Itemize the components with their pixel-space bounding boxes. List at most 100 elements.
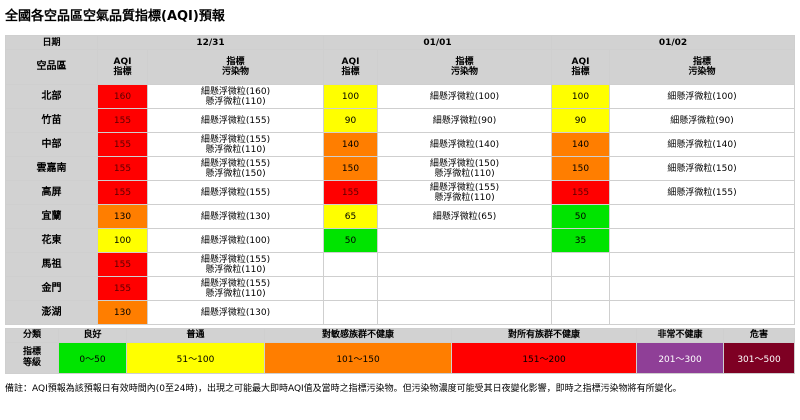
pollutant-cell	[609, 228, 795, 253]
pollutant-cell	[609, 276, 795, 301]
pollutant-cell: 細懸浮微粒(100)	[609, 84, 795, 109]
pollutant-cell: 細懸浮微粒(155) 懸浮微粒(110)	[377, 180, 552, 205]
aqi-value-cell	[551, 300, 610, 325]
aqi-value-cell: 100	[323, 84, 378, 109]
legend-level-name: 對敏感族群不健康	[264, 328, 452, 343]
aqi-value-cell: 90	[551, 108, 610, 133]
pollutant-text: 細懸浮微粒(160)	[200, 86, 271, 97]
pollutant-cell: 細懸浮微粒(155)	[147, 180, 324, 205]
region-name: 澎湖	[5, 300, 98, 325]
pollutant-cell: 細懸浮微粒(160) 懸浮微粒(110)	[147, 84, 324, 109]
pollutant-text: 細懸浮微粒(155)	[200, 134, 271, 145]
legend-category-label: 分類	[5, 328, 59, 343]
pollutant-cell: 細懸浮微粒(155) 懸浮微粒(110)	[147, 132, 324, 157]
legend-level-range: 0～50	[58, 342, 127, 374]
date-column-header: 01/01	[323, 35, 552, 50]
aqi-value-cell: 35	[551, 228, 610, 253]
legend-level-name: 普通	[126, 328, 265, 343]
aqi-value-cell: 155	[551, 180, 610, 205]
table-row: 竹苗 155 細懸浮微粒(155) 90 細懸浮微粒(90) 90 細懸浮微粒(90)	[5, 108, 795, 133]
table-row: 花東 100 細懸浮微粒(100) 50 35	[5, 228, 795, 253]
aqi-forecast-table: 日期 12/31 01/01 01/02 空品區 AQI 指標 指標 污染物 AQI 指標…	[5, 35, 795, 325]
legend-level-name: 良好	[58, 328, 127, 343]
pollutant-text: 細懸浮微粒(90)	[670, 115, 734, 126]
region-name: 高屏	[5, 180, 98, 205]
pollutant-column-header: 指標 污染物	[147, 49, 324, 85]
aqi-value-cell: 65	[323, 204, 378, 229]
table-row: 高屏 155 細懸浮微粒(155) 155 細懸浮微粒(155) 懸浮微粒(110) 155…	[5, 180, 795, 205]
aqi-value-cell: 130	[97, 300, 148, 325]
legend-level-label: 指標 等級	[5, 342, 59, 374]
aqi-value-cell: 155	[97, 108, 148, 133]
pollutant-cell: 細懸浮微粒(155) 懸浮微粒(150)	[147, 156, 324, 181]
pollutant-text: 細懸浮微粒(155)	[200, 158, 271, 169]
aqi-value-cell: 155	[97, 156, 148, 181]
pollutant-text: 細懸浮微粒(90)	[432, 115, 497, 126]
date-header: 日期	[5, 35, 98, 50]
pollutant-text: 細懸浮微粒(155)	[667, 187, 737, 198]
date-column-header: 01/02	[551, 35, 795, 50]
pollutant-cell: 細懸浮微粒(150) 懸浮微粒(110)	[377, 156, 552, 181]
legend-level-range: 301～500	[723, 342, 795, 374]
aqi-legend-table: 分類 良好 普通 對敏感族群不健康 對所有族群不健康 非常不健康 危害 指標 等級 0～50…	[5, 328, 795, 374]
pollutant-text: 細懸浮微粒(130)	[200, 307, 271, 318]
pollutant-cell: 細懸浮微粒(65)	[377, 204, 552, 229]
pollutant-text: 懸浮微粒(110)	[205, 96, 266, 107]
region-header: 空品區	[5, 49, 98, 85]
aqi-value-cell: 130	[97, 204, 148, 229]
region-name: 金門	[5, 276, 98, 301]
aqi-value-cell: 155	[97, 276, 148, 301]
page-title: 全國各空品區空氣品質指標(AQI)預報	[5, 9, 225, 24]
aqi-value-cell: 155	[323, 180, 378, 205]
legend-level-range: 201～300	[636, 342, 724, 374]
pollutant-cell: 細懸浮微粒(155)	[609, 180, 795, 205]
pollutant-cell: 細懸浮微粒(130)	[147, 300, 324, 325]
pollutant-text: 細懸浮微粒(155)	[200, 187, 271, 198]
region-name: 馬祖	[5, 252, 98, 277]
pollutant-cell: 細懸浮微粒(100)	[377, 84, 552, 109]
pollutant-cell	[377, 228, 552, 253]
table-row: 金門 155 細懸浮微粒(155) 懸浮微粒(110)	[5, 276, 795, 301]
aqi-value-cell: 50	[323, 228, 378, 253]
table-row: 中部 155 細懸浮微粒(155) 懸浮微粒(110) 140 細懸浮微粒(140) 140…	[5, 132, 795, 157]
region-name: 北部	[5, 84, 98, 109]
aqi-value-cell: 155	[97, 252, 148, 277]
table-row: 澎湖 130 細懸浮微粒(130)	[5, 300, 795, 325]
aqi-column-header: AQI 指標	[323, 49, 378, 85]
pollutant-cell: 細懸浮微粒(150)	[609, 156, 795, 181]
pollutant-text: 細懸浮微粒(140)	[667, 139, 737, 150]
pollutant-cell	[609, 300, 795, 325]
aqi-value-cell	[323, 300, 378, 325]
pollutant-cell: 細懸浮微粒(155) 懸浮微粒(110)	[147, 252, 324, 277]
region-name: 雲嘉南	[5, 156, 98, 181]
pollutant-cell: 細懸浮微粒(140)	[609, 132, 795, 157]
pollutant-text: 懸浮微粒(110)	[205, 144, 266, 155]
pollutant-text: 細懸浮微粒(100)	[429, 91, 500, 102]
pollutant-text: 細懸浮微粒(155)	[200, 115, 271, 126]
footnote: 備註：AQI預報為該預報日有效時間內(0至24時)，出現之可能最大即時AQI值及…	[5, 384, 682, 394]
date-column-header: 12/31	[97, 35, 324, 50]
pollutant-cell: 細懸浮微粒(100)	[147, 228, 324, 253]
pollutant-text: 細懸浮微粒(155)	[429, 182, 500, 193]
pollutant-text: 懸浮微粒(150)	[205, 168, 266, 179]
pollutant-text: 懸浮微粒(110)	[434, 168, 495, 179]
aqi-value-cell: 50	[551, 204, 610, 229]
table-row: 馬祖 155 細懸浮微粒(155) 懸浮微粒(110)	[5, 252, 795, 277]
pollutant-text: 懸浮微粒(110)	[205, 288, 266, 299]
aqi-value-cell: 140	[551, 132, 610, 157]
table-row: 雲嘉南 155 細懸浮微粒(155) 懸浮微粒(150) 150 細懸浮微粒(150) 懸浮…	[5, 156, 795, 181]
legend-level-name: 非常不健康	[636, 328, 724, 343]
pollutant-text: 懸浮微粒(110)	[434, 192, 495, 203]
pollutant-column-header: 指標 污染物	[377, 49, 552, 85]
aqi-value-cell	[323, 276, 378, 301]
region-name: 中部	[5, 132, 98, 157]
pollutant-text: 細懸浮微粒(100)	[200, 235, 271, 246]
pollutant-cell: 細懸浮微粒(90)	[377, 108, 552, 133]
pollutant-cell: 細懸浮微粒(140)	[377, 132, 552, 157]
pollutant-cell	[609, 204, 795, 229]
aqi-value-cell: 100	[97, 228, 148, 253]
table-row: 宜蘭 130 細懸浮微粒(130) 65 細懸浮微粒(65) 50	[5, 204, 795, 229]
aqi-value-cell: 150	[551, 156, 610, 181]
aqi-value-cell: 100	[551, 84, 610, 109]
pollutant-cell: 細懸浮微粒(155) 懸浮微粒(110)	[147, 276, 324, 301]
